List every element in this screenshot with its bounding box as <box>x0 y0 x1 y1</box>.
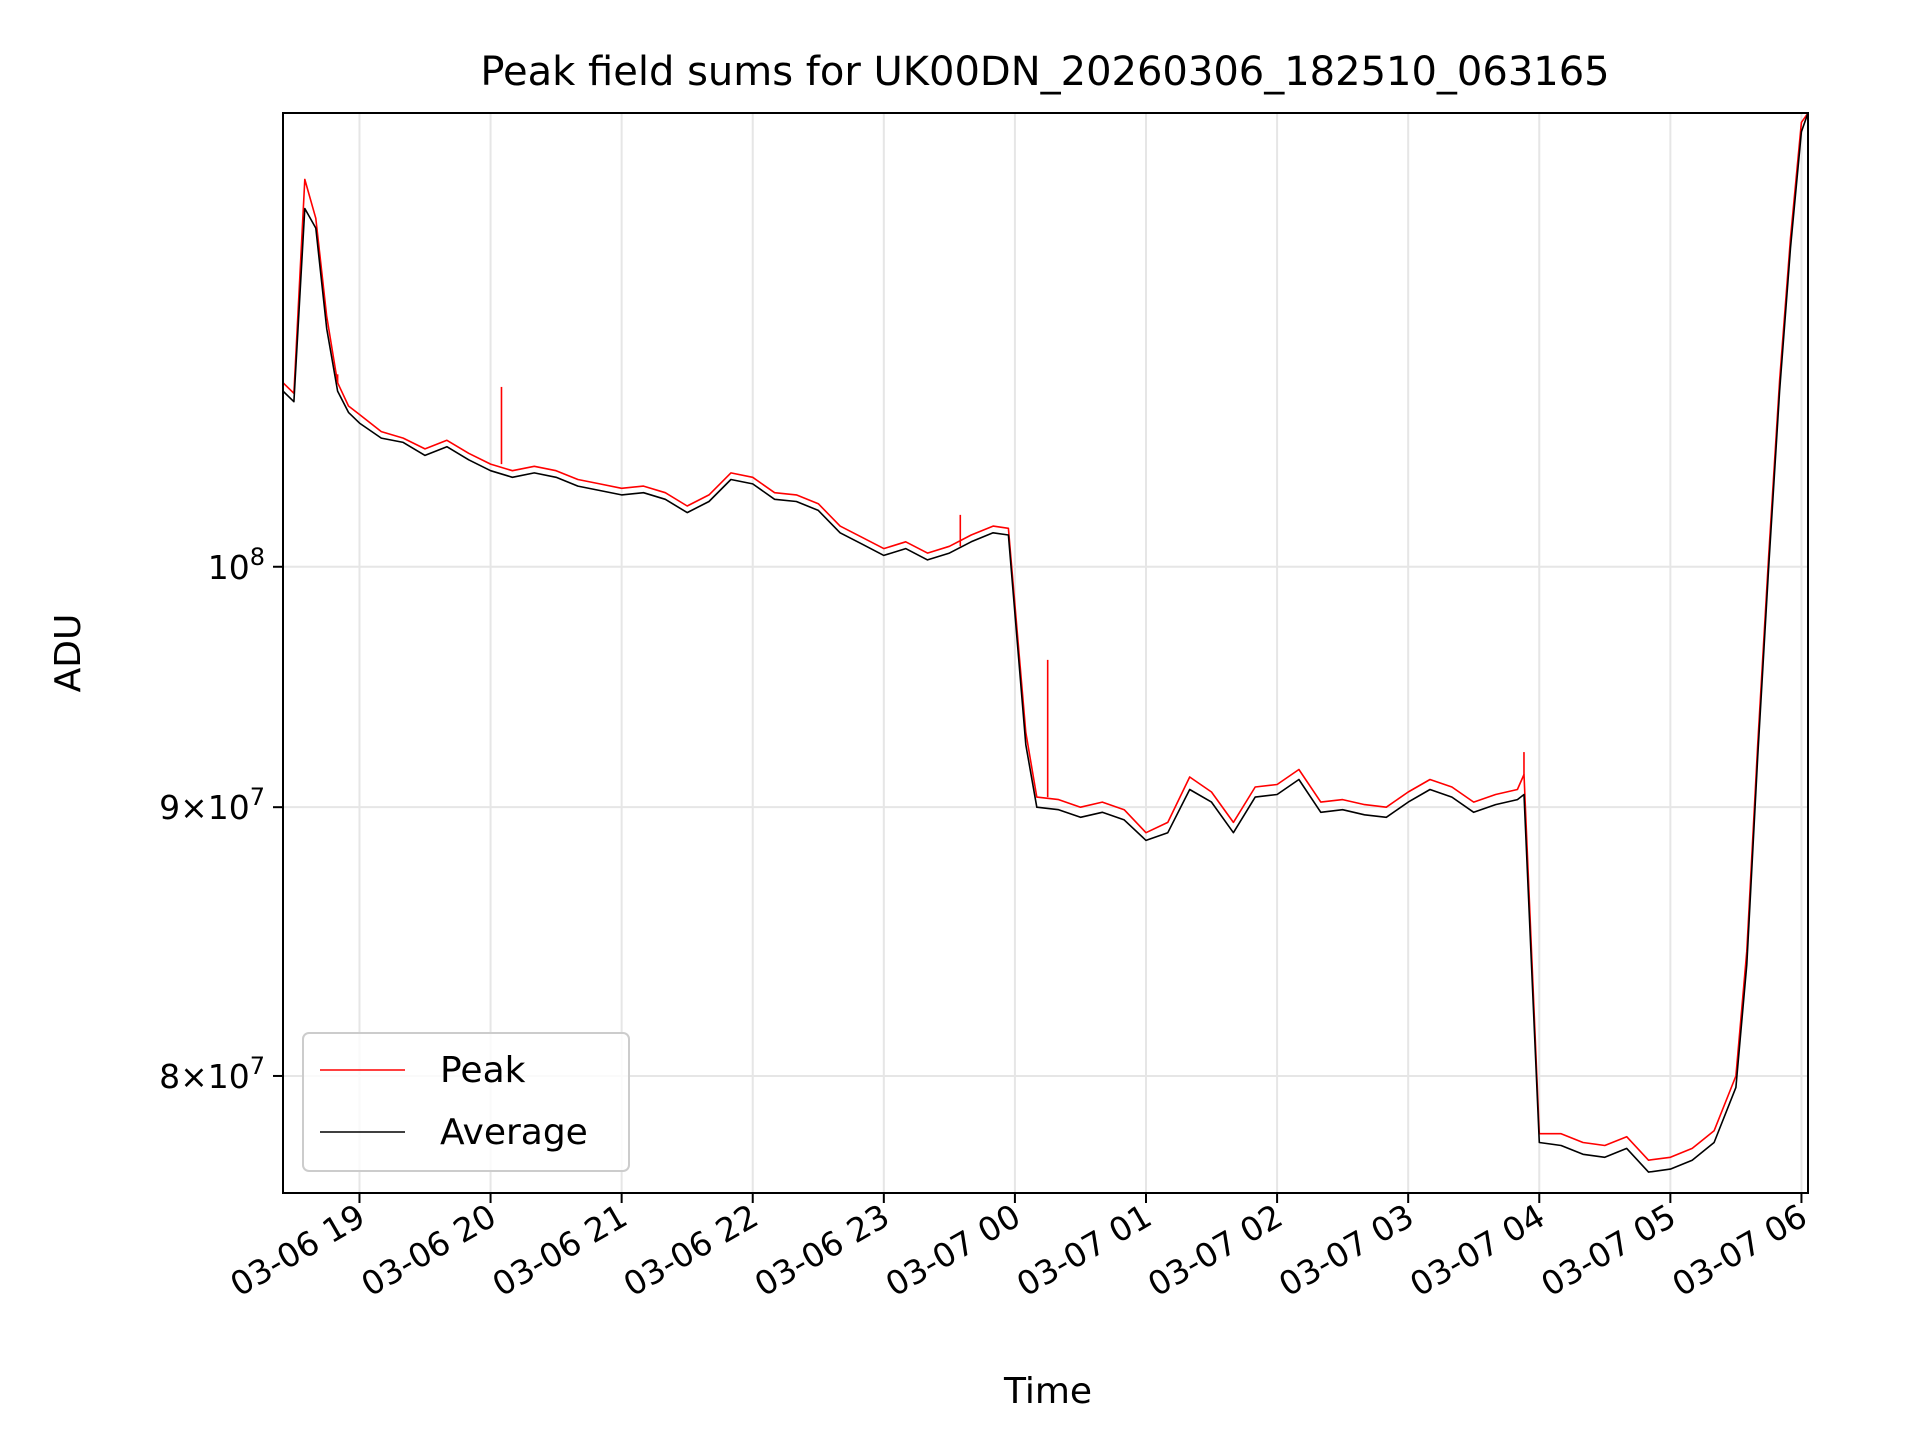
chart-title: Peak field sums for UK00DN_20260306_1825… <box>480 49 1609 95</box>
series-line-peak <box>283 113 1808 1161</box>
plot-frame <box>282 112 1809 1194</box>
legend-label-peak: Peak <box>440 1050 526 1091</box>
series-line-average <box>283 113 1808 1173</box>
y-tick-label: 9×107 <box>159 783 265 827</box>
legend-box <box>302 1032 630 1172</box>
legend: Peak Average <box>302 1032 630 1172</box>
y-tick-label: 108 <box>208 543 265 587</box>
y-axis-label: ADU <box>48 614 89 693</box>
y-tick-label: 8×107 <box>159 1052 265 1096</box>
legend-label-average: Average <box>440 1112 588 1153</box>
grid <box>283 113 1808 1193</box>
series-layer <box>283 113 1808 1173</box>
x-axis-label: Time <box>1003 1371 1092 1412</box>
